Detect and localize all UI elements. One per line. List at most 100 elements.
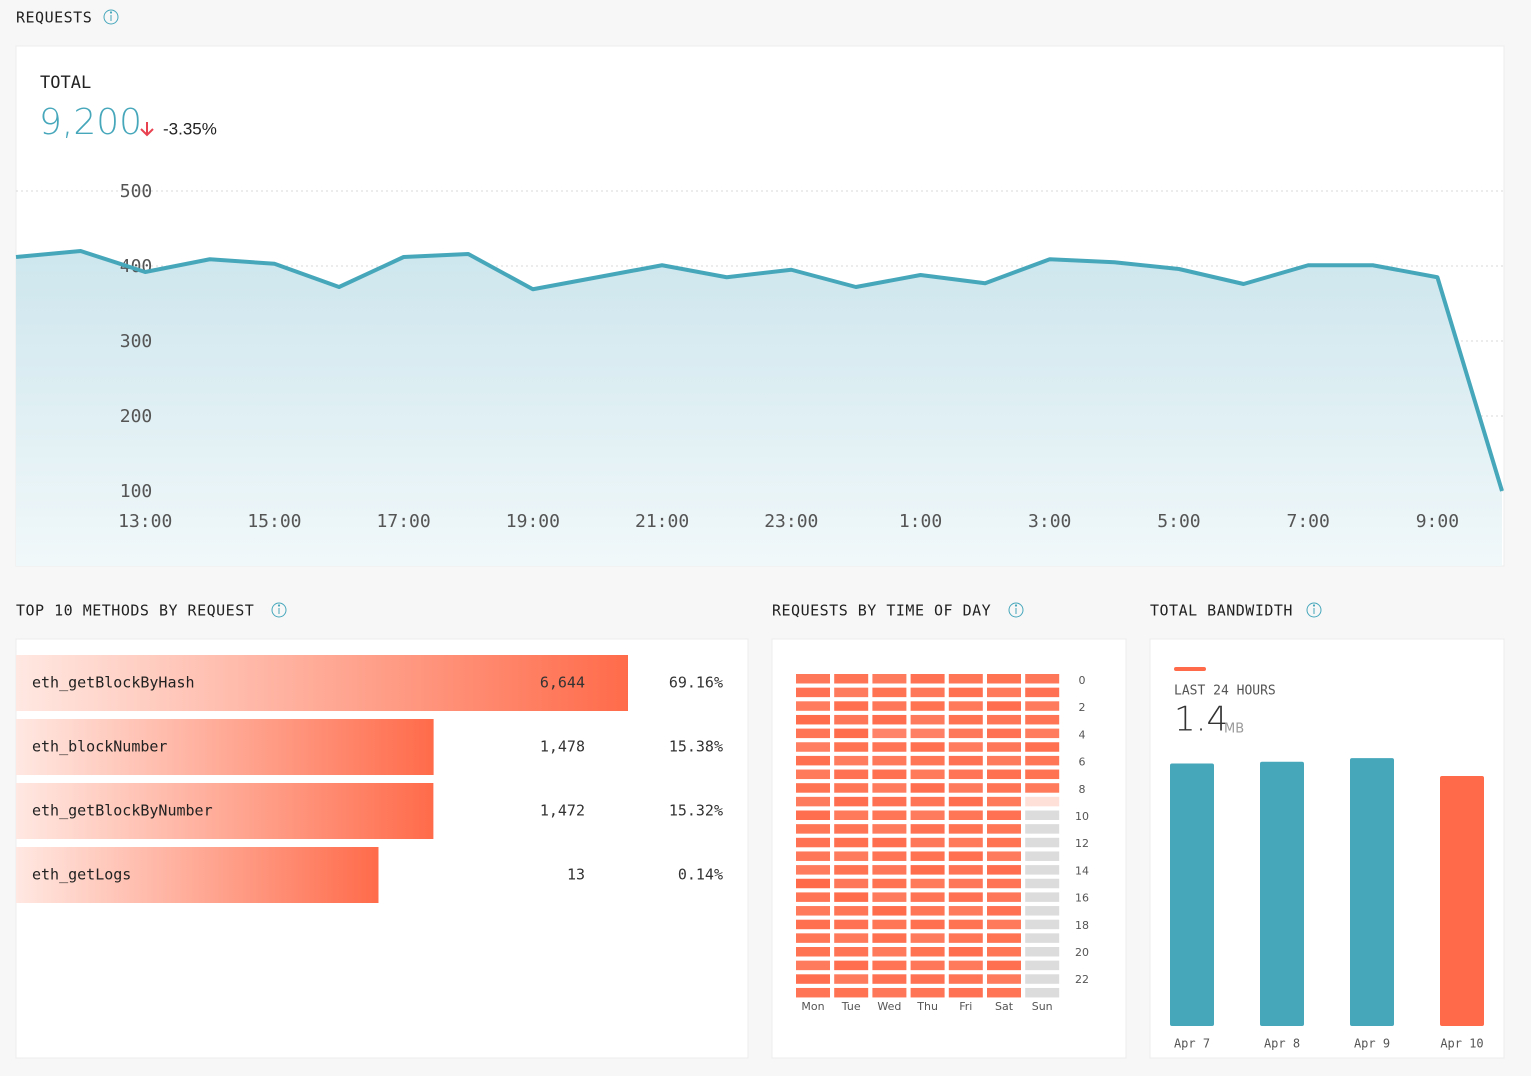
method-name: eth_getBlockByNumber [32,802,213,820]
heat-cell [910,742,945,752]
value-label: 13 [567,866,585,884]
bar [16,783,434,839]
heat-cell [872,960,907,971]
heat-cell [796,933,830,943]
heat-cell [910,728,945,739]
heat-cell [796,892,830,902]
heat-cell [872,755,907,766]
heat-cell [796,742,830,752]
y-tick-label: 18 [1075,919,1089,932]
heat-cell [910,960,945,971]
heat-cell [796,851,830,861]
heat-cell [987,714,1021,725]
x-tick-label: Thu [916,1000,938,1013]
heat-cell [872,674,907,684]
heat-cell [948,769,983,780]
heat-cell [796,906,830,916]
line [15,249,1504,492]
info-icon[interactable] [103,9,119,25]
empty-cell [1025,987,1060,998]
section-title: TOTAL BANDWIDTH [1150,602,1293,620]
heat-cell [834,906,869,916]
heat-cell [796,824,830,834]
section-title: TOP 10 METHODS BY REQUEST [16,602,254,620]
heat-cell [948,674,983,684]
empty-cell [1025,974,1060,984]
heat-cell [796,878,830,889]
heat-cell [948,960,983,971]
x-tick-label: Apr 8 [1264,1037,1300,1051]
y-tick-label: 200 [120,406,153,427]
heat-cell [834,714,869,725]
heat-cell [872,865,907,875]
empty-cell [1025,947,1060,957]
heat-cell [1025,714,1060,725]
heat-cell [987,987,1021,998]
bar [1170,763,1214,1026]
x-tick-label: Apr 7 [1174,1037,1210,1051]
x-tick-label: 1:00 [899,511,942,532]
heat-cell [796,974,830,984]
x-tick-label: Tue [841,1000,861,1013]
heat-cell [987,742,1021,752]
x-tick-label: 23:00 [764,511,818,532]
heat-cell [872,933,907,943]
bar [16,847,379,903]
y-tick-label: 300 [120,331,153,352]
info-icon[interactable] [271,602,287,618]
empty-cell [1025,933,1060,943]
heat-cell [910,687,945,698]
heat-cell [872,742,907,752]
x-tick-label: 17:00 [377,511,431,532]
heat-cell [987,878,1021,889]
heat-cell [1025,769,1060,780]
heat-cell [987,892,1021,902]
x-tick-label: Wed [877,1000,901,1013]
heat-cell [872,796,907,807]
y-tick-label: 4 [1079,728,1086,741]
heat-cell [834,987,869,998]
heat-cell [1025,742,1060,752]
heat-cell [948,906,983,916]
heat-cell [872,974,907,984]
bar [16,719,434,775]
heat-cell [948,947,983,957]
heat-cell [834,728,869,739]
info-icon[interactable] [1008,602,1024,618]
heat-cell [948,878,983,889]
heat-cell [872,687,907,698]
heat-cell [796,714,830,725]
empty-cell [1025,837,1060,848]
heat-cell [910,701,945,711]
value-label: 1,472 [540,802,585,820]
x-tick-label: Sun [1032,1000,1053,1013]
heat-cell [834,742,869,752]
total-value: 9,200 [39,102,142,143]
heat-cell [872,987,907,998]
heat-cell [987,769,1021,780]
heat-cell [834,933,869,943]
heat-cell [910,919,945,930]
heat-cell [834,674,869,684]
x-tick-label: 7:00 [1286,511,1329,532]
heat-cell [1025,687,1060,698]
info-icon[interactable] [1306,602,1322,618]
y-tick-label: 12 [1075,837,1089,850]
heat-cell [987,933,1021,943]
total-label: TOTAL [40,73,91,93]
heat-cell [910,837,945,848]
heat-cell [834,919,869,930]
heat-cell [1025,728,1060,739]
heat-cell [987,783,1021,793]
empty-cell [1025,865,1060,875]
heat-cell [834,687,869,698]
heat-cell [948,824,983,834]
heat-cell [948,728,983,739]
heat-cell [872,824,907,834]
y-tick-label: 10 [1075,810,1089,823]
heat-cell [910,851,945,861]
heat-cell [987,796,1021,807]
empty-cell [1025,824,1060,834]
heat-cell [834,892,869,902]
heat-cell [987,947,1021,957]
